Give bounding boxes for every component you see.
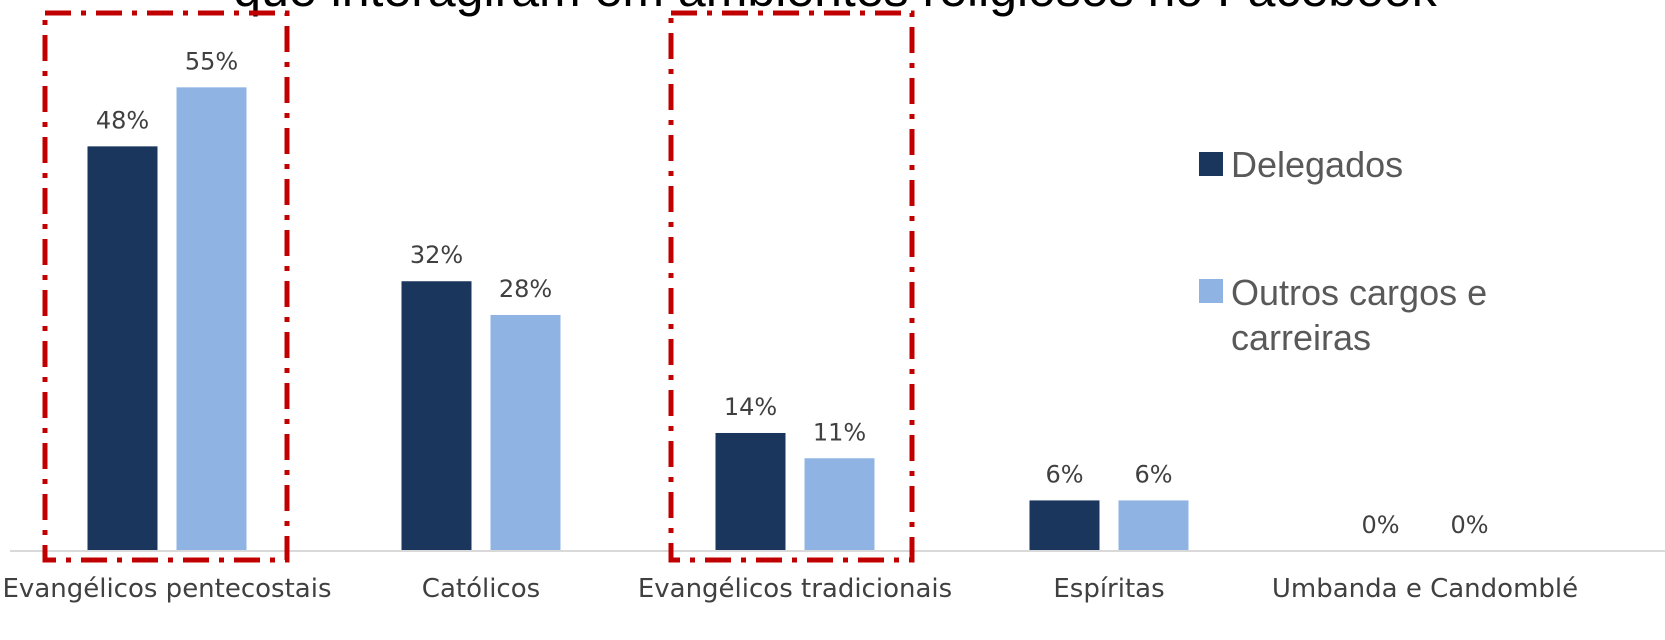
legend-swatch-delegados [1199, 152, 1223, 176]
value-label-delegados-catolicos: 32% [410, 241, 463, 269]
bars-group: 48% 55% 32% 28% 14% 11% 6% 6% 0% 0% [87, 47, 1489, 552]
category-label-evangelicos-tradicionais: Evangélicos tradicionais [638, 574, 952, 604]
category-label-espiritas: Espíritas [1053, 574, 1164, 604]
value-label-outros-cargos-e-carreiras-evangelicos-pentecostais: 55% [185, 47, 238, 75]
bar-delegados-espiritas [1029, 500, 1100, 551]
legend-label-delegados: Delegados [1231, 144, 1403, 185]
bar-outros-cargos-e-carreiras-evangelicos-pentecostais [176, 87, 247, 551]
value-label-delegados-umbanda-e-candomble: 0% [1361, 511, 1399, 539]
value-label-outros-cargos-e-carreiras-espiritas: 6% [1134, 460, 1172, 488]
bar-outros-cargos-e-carreiras-catolicos [490, 314, 561, 551]
category-labels: Evangélicos pentecostais Católicos Evangél… [3, 574, 1579, 604]
highlight-box-evangelicos-pentecostais [42, 10, 290, 563]
bar-outros-cargos-e-carreiras-evangelicos-tradicionais [804, 458, 875, 551]
highlight-boxes [42, 10, 915, 563]
bar-delegados-catolicos [401, 281, 472, 551]
chart-title: que interagiram em ambientes religiosos … [233, 0, 1437, 17]
value-label-delegados-evangelicos-tradicionais: 14% [724, 393, 777, 421]
legend: Delegados Outros cargos e carreiras [1199, 144, 1487, 358]
category-label-evangelicos-pentecostais: Evangélicos pentecostais [3, 574, 332, 604]
bar-outros-cargos-e-carreiras-espiritas [1118, 500, 1189, 551]
value-label-delegados-evangelicos-pentecostais: 48% [96, 106, 149, 134]
value-label-outros-cargos-e-carreiras-evangelicos-tradicionais: 11% [813, 418, 866, 446]
category-label-catolicos: Católicos [422, 574, 540, 604]
highlight-box-evangelicos-tradicionais [668, 10, 915, 563]
legend-label-outros: Outros cargos e [1231, 272, 1487, 313]
legend-swatch-outros [1199, 279, 1223, 303]
legend-label-outros-line2: carreiras [1231, 317, 1371, 358]
bar-delegados-evangelicos-pentecostais [87, 146, 158, 552]
value-label-outros-cargos-e-carreiras-umbanda-e-candomble: 0% [1450, 511, 1488, 539]
value-label-delegados-espiritas: 6% [1045, 460, 1083, 488]
bar-delegados-evangelicos-tradicionais [715, 432, 786, 551]
value-label-outros-cargos-e-carreiras-catolicos: 28% [499, 275, 552, 303]
category-label-umbanda-e-candomble: Umbanda e Candomblé [1272, 574, 1578, 604]
